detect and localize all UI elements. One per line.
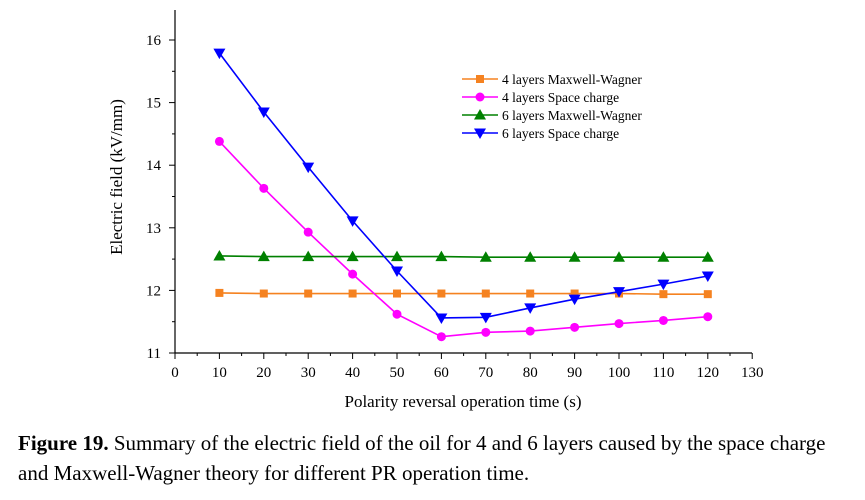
series-line	[218, 140, 708, 338]
data-point	[437, 289, 446, 298]
data-point	[259, 183, 269, 193]
data-point	[257, 107, 270, 118]
chart: 0 10 20 30 40 50 60 70 80 90 100 110 120 130 11 12 13 14…	[107, 10, 763, 411]
data-point	[213, 48, 226, 60]
data-point	[703, 312, 713, 322]
data-point	[479, 312, 492, 324]
x-tick-label: 70	[478, 365, 493, 381]
data-point	[346, 216, 359, 227]
data-point	[570, 289, 579, 298]
legend-marker	[475, 92, 485, 102]
data-point	[348, 289, 357, 298]
legend-item: 6 layers Maxwell-Wagner	[462, 108, 642, 123]
legend-item: 4 layers Space charge	[462, 90, 619, 105]
legend-item: 6 layers Space charge	[462, 126, 619, 141]
data-point	[481, 289, 490, 298]
caption-text: Summary of the electric field of the oil…	[18, 431, 826, 485]
data-point	[435, 250, 448, 262]
x-tick-label: 50	[390, 365, 405, 381]
data-point	[481, 327, 491, 337]
data-point	[257, 250, 270, 262]
series-4	[213, 48, 714, 324]
data-point	[524, 251, 537, 262]
x-tick-label: 120	[697, 365, 720, 381]
data-point	[613, 287, 625, 298]
x-tick-label: 40	[345, 365, 360, 381]
data-point	[703, 290, 712, 299]
data-point	[525, 326, 535, 336]
x-tick-label: 20	[256, 365, 271, 381]
x-tick-label: 60	[434, 365, 449, 381]
y-tick-label: 15	[146, 96, 161, 112]
data-point	[346, 250, 359, 262]
data-point	[614, 319, 624, 329]
figure-caption: Figure 19. Summary of the electric field…	[18, 428, 858, 488]
legend-label: 6 layers Maxwell-Wagner	[502, 108, 642, 123]
data-point	[348, 269, 358, 279]
data-point	[213, 249, 226, 261]
series-layer	[213, 48, 714, 342]
y-axis-label: Electric field (kV/mm)	[107, 99, 126, 255]
y-tick-label: 11	[147, 346, 161, 362]
data-point	[302, 250, 315, 262]
series-line	[218, 52, 708, 319]
data-point	[392, 309, 402, 319]
legend: 4 layers Maxwell-Wagner 4 layers Space ch…	[462, 72, 642, 141]
data-point	[435, 313, 448, 324]
data-point	[657, 251, 670, 262]
x-tick-label: 0	[171, 365, 179, 381]
y-tick-label: 13	[146, 221, 161, 237]
legend-marker	[474, 128, 486, 139]
x-tick-label: 10	[212, 365, 227, 381]
y-tick-label: 12	[146, 283, 161, 299]
data-point	[302, 162, 315, 174]
legend-item: 4 layers Maxwell-Wagner	[462, 72, 642, 87]
data-point	[304, 289, 313, 298]
data-point	[436, 332, 446, 342]
series-3	[213, 249, 714, 262]
data-point	[391, 266, 403, 277]
x-tick-label: 80	[523, 365, 538, 381]
x-tick-label: 100	[608, 365, 631, 381]
legend-marker	[476, 75, 484, 83]
data-point	[215, 288, 224, 297]
data-point	[659, 290, 668, 299]
data-point	[658, 315, 668, 325]
x-axis-label: Polarity reversal operation time (s)	[345, 392, 582, 411]
data-point	[701, 251, 714, 262]
data-point	[657, 279, 670, 291]
data-point	[393, 289, 401, 298]
data-point	[391, 250, 403, 262]
legend-marker	[474, 109, 486, 120]
legend-label: 4 layers Space charge	[502, 90, 619, 105]
caption-label: Figure 19.	[18, 431, 109, 455]
data-point	[479, 251, 492, 262]
x-axis: 0 10 20 30 40 50 60 70 80 90 100 110 120 130	[171, 353, 763, 381]
x-tick-label: 90	[567, 365, 582, 381]
data-point	[568, 294, 581, 306]
series-1	[215, 288, 712, 299]
legend-label: 6 layers Space charge	[502, 126, 619, 141]
series-line	[219, 292, 708, 295]
y-tick-label: 16	[146, 33, 162, 49]
data-point	[214, 136, 224, 146]
data-point	[259, 289, 268, 298]
data-point	[568, 251, 581, 262]
data-point	[701, 271, 714, 283]
x-tick-label: 130	[741, 365, 764, 381]
data-point	[526, 289, 535, 298]
series-2	[214, 136, 713, 342]
series-line	[219, 255, 708, 259]
data-point	[303, 227, 313, 237]
data-point	[524, 303, 537, 314]
plot-frame	[174, 10, 752, 354]
data-point	[613, 251, 625, 262]
legend-label: 4 layers Maxwell-Wagner	[502, 72, 642, 87]
data-point	[570, 322, 580, 332]
y-axis: 11 12 13 14 15 16	[146, 33, 175, 362]
x-tick-label: 30	[301, 365, 316, 381]
x-tick-label: 110	[652, 365, 674, 381]
y-tick-label: 14	[146, 158, 162, 174]
